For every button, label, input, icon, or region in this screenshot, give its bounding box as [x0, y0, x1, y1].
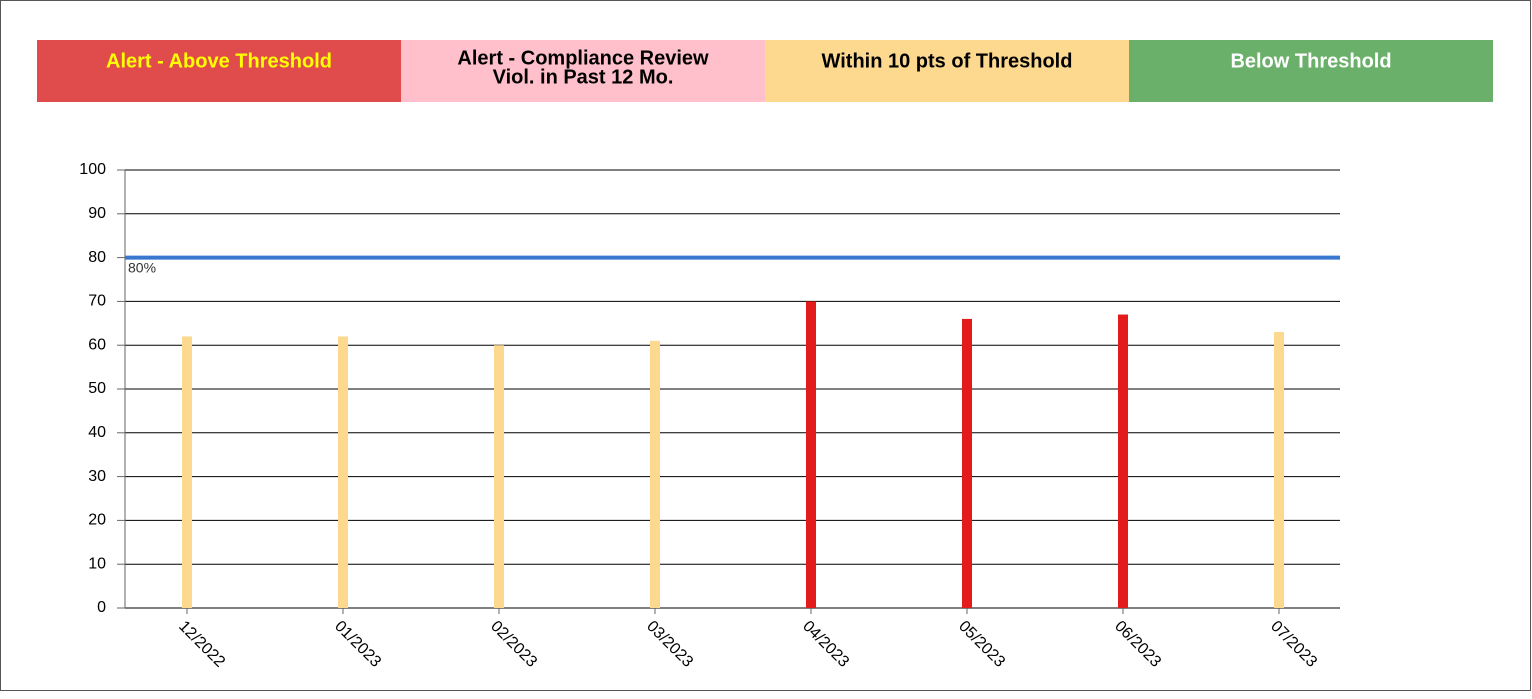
legend-box: [1129, 40, 1493, 102]
legend-box: [37, 40, 401, 102]
y-tick-label: 100: [79, 161, 106, 178]
x-tick-label: 06/2023: [1111, 618, 1164, 671]
y-tick-label: 10: [88, 555, 106, 572]
bar: [182, 336, 192, 608]
y-tick-label: 20: [88, 512, 106, 529]
x-tick-label: 05/2023: [955, 618, 1008, 671]
legend-box: [765, 40, 1129, 102]
y-tick-label: 50: [88, 380, 106, 397]
y-tick-label: 80: [88, 249, 106, 266]
legend-label: Alert - Above Threshold: [106, 50, 332, 72]
bar: [338, 336, 348, 608]
legend-label: Viol. in Past 12 Mo.: [493, 66, 674, 88]
bar: [806, 301, 816, 608]
bar: [962, 318, 972, 608]
x-tick-label: 12/2022: [175, 618, 228, 671]
y-tick-label: 40: [88, 424, 106, 441]
y-tick-label: 30: [88, 468, 106, 485]
x-tick-label: 04/2023: [799, 618, 852, 671]
bar: [494, 345, 504, 608]
bar: [650, 340, 660, 608]
threshold-label: 80%: [128, 259, 156, 275]
legend-label: Alert - Compliance Review: [457, 47, 709, 69]
legend-label: Within 10 pts of Threshold: [822, 50, 1073, 72]
x-tick-label: 03/2023: [643, 618, 696, 671]
y-tick-label: 90: [88, 205, 106, 222]
x-tick-label: 02/2023: [487, 618, 540, 671]
y-tick-label: 70: [88, 293, 106, 310]
x-tick-label: 01/2023: [331, 618, 384, 671]
legend-label: Below Threshold: [1230, 50, 1391, 72]
x-tick-label: 07/2023: [1267, 618, 1320, 671]
y-tick-label: 60: [88, 336, 106, 353]
bar: [1274, 332, 1284, 608]
legend-box: [401, 40, 765, 102]
y-tick-label: 0: [97, 599, 106, 616]
bar: [1118, 314, 1128, 608]
